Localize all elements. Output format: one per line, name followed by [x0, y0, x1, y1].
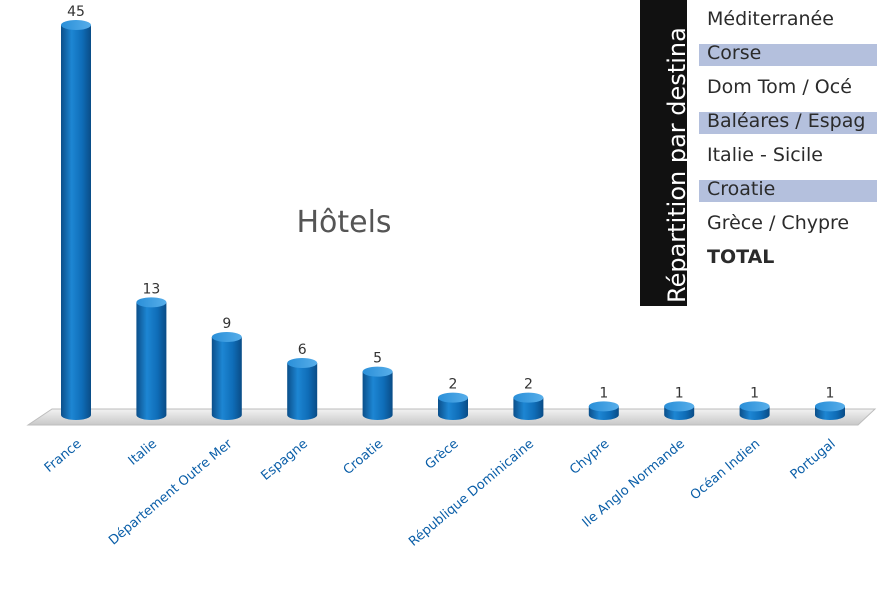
tick-label-10: Portugal — [788, 437, 839, 483]
tick-label-2: Département Outre Mer — [106, 436, 236, 548]
bar-2 — [211, 332, 242, 420]
data-label-5: 2 — [449, 377, 458, 393]
tick-label-9: Océan Indien — [688, 437, 763, 504]
bar-7 — [588, 401, 619, 420]
tick-label-6: République Dominicaine — [406, 437, 537, 550]
destination-row-label: Croatie — [707, 178, 776, 200]
bar-5 — [438, 392, 468, 420]
destination-table-sidebar: Répartition par destina — [640, 0, 687, 306]
bar-4 — [362, 366, 393, 420]
bar-0 — [61, 20, 91, 420]
destination-row: Corse — [699, 36, 877, 70]
destination-row: TOTAL — [699, 240, 877, 274]
tick-label-5: Grèce — [423, 437, 462, 473]
destination-row: Italie - Sicile — [699, 138, 877, 172]
destination-row: Méditerranée — [699, 2, 877, 36]
data-label-4: 5 — [373, 351, 382, 367]
data-label-9: 1 — [750, 385, 759, 401]
destination-row-label: TOTAL — [707, 246, 775, 268]
data-label-2: 9 — [222, 316, 231, 332]
destination-row: Croatie — [699, 172, 877, 206]
tick-label-1: Italie — [126, 437, 160, 469]
data-label-6: 2 — [524, 377, 533, 393]
bar-9 — [739, 401, 770, 420]
bar-1 — [136, 297, 167, 420]
destination-table-rows: Méditerranée Corse Dom Tom / Océ Baléares /… — [699, 2, 877, 274]
bar-8 — [664, 401, 695, 420]
destination-row-label: Dom Tom / Océ — [707, 76, 852, 98]
tick-label-4: Croatie — [341, 437, 386, 479]
data-label-8: 1 — [675, 385, 684, 401]
data-label-1: 13 — [142, 281, 160, 297]
destination-row-label: Corse — [707, 42, 762, 64]
data-label-7: 1 — [599, 385, 608, 401]
data-label-3: 6 — [298, 342, 307, 358]
tick-label-0: France — [42, 437, 85, 476]
destination-row-label: Méditerranée — [707, 8, 834, 30]
destination-row-label: Italie - Sicile — [707, 144, 823, 166]
destination-table: Répartition par destina Méditerranée Cors… — [640, 0, 877, 306]
bar-6 — [513, 392, 544, 420]
chart-title: Hôtels — [296, 205, 391, 240]
bar-3 — [287, 358, 318, 420]
destination-table-title: Répartition par destina — [663, 27, 687, 303]
destination-row-label: Grèce / Chypre — [707, 212, 850, 234]
tick-label-7: Chypre — [567, 437, 612, 478]
tick-label-3: Espagne — [258, 437, 310, 484]
bar-10 — [815, 401, 845, 420]
data-label-0: 45 — [67, 4, 85, 20]
destination-row-label: Baléares / Espag — [707, 110, 866, 132]
destination-row: Dom Tom / Océ — [699, 70, 877, 104]
destination-row: Grèce / Chypre — [699, 206, 877, 240]
data-label-10: 1 — [826, 385, 835, 401]
destination-row: Baléares / Espag — [699, 104, 877, 138]
